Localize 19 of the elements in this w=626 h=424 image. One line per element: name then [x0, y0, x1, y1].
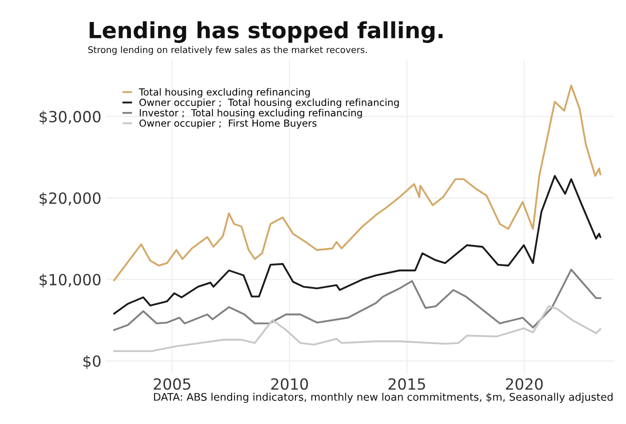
x-tick-label: 2010	[271, 378, 308, 390]
text: DATA: ABS lending indicators, monthly new loan commitments, $m, Seasonally adjusted	[154, 392, 613, 403]
x-tick-label: 2020	[506, 378, 543, 390]
legend-label: Owner occupier ; First Home Buyers	[139, 119, 316, 129]
line-series	[113, 268, 602, 331]
chart-subtitle: Strong lending on relatively few sales as the market recovers.	[88, 46, 367, 55]
line-series	[113, 174, 602, 315]
y-tick-label: $30,000	[40, 110, 101, 124]
line-series	[113, 305, 602, 352]
legend-label: Total housing excluding refinancing	[138, 88, 310, 98]
x-tick-label: 2015	[388, 378, 426, 390]
y-tick-label: $10,000	[40, 274, 101, 288]
chart-title: Lending has stopped falling.	[90, 21, 443, 43]
legend-label: Investor ; Total housing excluding refinancing	[140, 108, 362, 118]
line-series	[113, 84, 602, 282]
y-tick-label: $0	[83, 355, 101, 369]
x-tick-label: 2005	[154, 378, 190, 390]
legend-label: Owner occupier ; Total housing excluding refinancing	[139, 98, 399, 108]
y-tick-label: $20,000	[40, 192, 101, 206]
